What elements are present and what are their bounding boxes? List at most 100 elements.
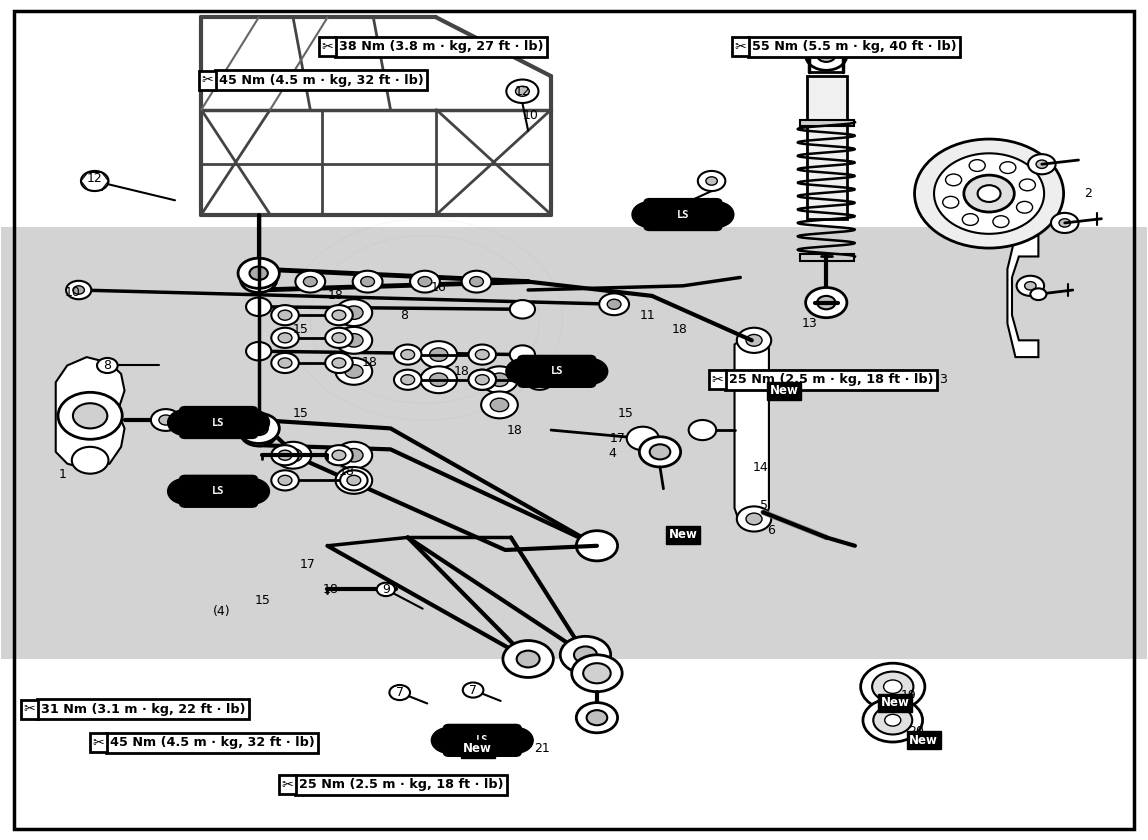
Circle shape [1037, 160, 1048, 168]
Circle shape [746, 513, 762, 525]
Circle shape [240, 419, 277, 446]
Text: 17: 17 [610, 432, 626, 445]
Circle shape [468, 344, 496, 365]
Circle shape [73, 286, 85, 294]
Text: New: New [909, 734, 938, 747]
Circle shape [1016, 202, 1032, 213]
Text: 11: 11 [639, 308, 656, 322]
Text: New: New [464, 743, 492, 755]
Text: 10: 10 [522, 109, 538, 122]
Circle shape [969, 160, 985, 171]
Circle shape [340, 470, 367, 491]
Circle shape [332, 450, 346, 460]
Circle shape [1050, 213, 1078, 233]
Text: 2: 2 [1084, 187, 1092, 200]
Circle shape [468, 370, 496, 390]
Circle shape [325, 305, 352, 325]
Circle shape [498, 727, 533, 753]
Text: LS: LS [676, 209, 689, 219]
Text: 19: 19 [901, 689, 917, 701]
Circle shape [240, 265, 277, 292]
Circle shape [506, 359, 541, 384]
Text: (4): (4) [214, 605, 231, 617]
Circle shape [861, 664, 925, 710]
Circle shape [475, 349, 489, 360]
Circle shape [481, 366, 518, 393]
Circle shape [410, 270, 440, 292]
Circle shape [394, 370, 421, 390]
Text: 18: 18 [453, 365, 470, 378]
Circle shape [650, 444, 670, 459]
Circle shape [874, 706, 913, 734]
Circle shape [515, 87, 529, 97]
Text: 20: 20 [908, 726, 924, 738]
Circle shape [278, 333, 292, 343]
Circle shape [278, 310, 292, 320]
Circle shape [627, 427, 659, 450]
Circle shape [332, 310, 346, 320]
Text: 13: 13 [801, 317, 817, 330]
Text: 4: 4 [608, 447, 615, 460]
Circle shape [475, 375, 489, 385]
Text: 15: 15 [618, 407, 634, 420]
Circle shape [698, 202, 734, 228]
Circle shape [490, 398, 509, 412]
Circle shape [278, 450, 292, 460]
Circle shape [344, 474, 363, 487]
Text: LS: LS [212, 417, 225, 428]
Circle shape [470, 276, 483, 286]
Circle shape [506, 80, 538, 103]
Text: 18: 18 [362, 356, 378, 370]
Text: 15: 15 [254, 594, 270, 606]
Circle shape [1058, 218, 1070, 227]
Circle shape [572, 655, 622, 691]
Text: ✂: ✂ [735, 39, 746, 54]
Circle shape [295, 270, 325, 292]
Circle shape [401, 375, 414, 385]
Circle shape [284, 449, 302, 462]
Text: 25 Nm (2.5 m · kg, 18 ft · lb): 25 Nm (2.5 m · kg, 18 ft · lb) [729, 373, 933, 386]
Circle shape [639, 437, 681, 467]
Circle shape [377, 583, 395, 596]
Circle shape [401, 349, 414, 360]
Circle shape [526, 370, 553, 390]
Text: 15: 15 [293, 407, 309, 420]
Circle shape [429, 373, 448, 386]
Circle shape [274, 442, 311, 469]
Text: 25 Nm (2.5 m · kg, 18 ft · lb): 25 Nm (2.5 m · kg, 18 ft · lb) [298, 779, 503, 791]
Text: 18: 18 [339, 465, 355, 479]
Circle shape [325, 328, 352, 348]
FancyBboxPatch shape [518, 355, 596, 387]
Circle shape [238, 258, 279, 288]
Circle shape [250, 427, 266, 438]
Circle shape [481, 391, 518, 418]
Bar [1, 227, 1147, 659]
Circle shape [633, 202, 667, 228]
Circle shape [706, 176, 718, 185]
Text: 31 Nm (3.1 m · kg, 22 ft · lb): 31 Nm (3.1 m · kg, 22 ft · lb) [41, 703, 246, 716]
Circle shape [943, 197, 959, 208]
Bar [800, 254, 854, 260]
Polygon shape [735, 332, 769, 529]
Circle shape [587, 710, 607, 725]
Circle shape [872, 672, 914, 701]
Circle shape [344, 306, 363, 319]
Circle shape [59, 392, 122, 439]
Circle shape [429, 348, 448, 361]
Circle shape [168, 478, 203, 504]
FancyBboxPatch shape [443, 724, 521, 756]
Circle shape [98, 358, 117, 373]
Circle shape [250, 273, 266, 285]
Circle shape [962, 213, 978, 225]
Text: 9: 9 [382, 583, 390, 596]
Circle shape [463, 682, 483, 697]
Circle shape [234, 410, 270, 435]
Text: 38 Nm (3.8 m · kg, 27 ft · lb): 38 Nm (3.8 m · kg, 27 ft · lb) [339, 40, 543, 53]
Bar [800, 120, 854, 127]
Circle shape [249, 422, 267, 435]
Circle shape [885, 714, 901, 726]
Circle shape [271, 328, 298, 348]
Circle shape [737, 328, 771, 353]
Circle shape [573, 359, 607, 384]
Text: 18: 18 [327, 290, 343, 302]
